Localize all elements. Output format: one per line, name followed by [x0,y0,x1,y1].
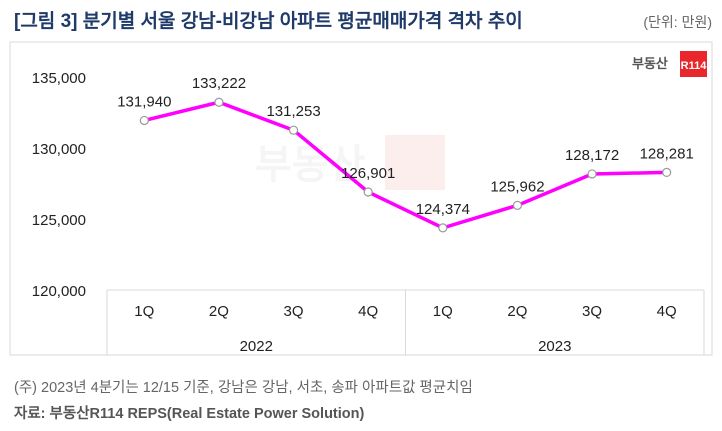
data-point [288,125,299,135]
x-tick-label: 1Q [433,303,453,320]
chart-title: [그림 3] 분기별 서울 강남-비강남 아파트 평균매매가격 격차 추이 [14,11,523,32]
x-tick-label: 2Q [209,303,229,320]
data-point [363,187,373,197]
y-tick-label: 135,000 [32,70,86,87]
y-tick-label: 125,000 [32,212,86,229]
x-tick-label: 3Q [284,303,304,320]
data-point [512,200,523,210]
footnote: (주) 2023년 4분기는 12/15 기준, 강남은 강남, 서초, 송파 … [14,380,473,396]
logo: 부동산 R114 [632,51,707,77]
x-tick-label: 1Q [134,303,154,320]
chart-frame [9,41,713,356]
logo-text: 부동산 [632,56,668,72]
y-tick-label: 130,000 [32,141,86,158]
data-point [587,169,597,179]
data-label: 126,901 [341,165,395,182]
x-tick-label: 4Q [358,303,378,320]
data-label: 125,962 [490,178,544,195]
data-label: 131,940 [117,93,171,110]
group-label: 2022 [240,338,273,355]
data-point [438,223,448,233]
data-point [139,115,149,126]
x-tick-label: 2Q [507,303,527,320]
source: 자료: 부동산R114 REPS(Real Estate Power Solut… [14,406,365,422]
data-label: 131,253 [266,103,320,120]
y-tick-label: 120,000 [32,283,86,300]
unit-label: (단위: 만원) [643,14,712,30]
svg-text:부동산: 부동산 [255,142,366,188]
watermark: 부동산 [255,135,445,190]
data-label: 128,281 [640,145,694,162]
logo-badge [680,51,707,77]
x-tick-label: 4Q [657,303,677,320]
data-label: 133,222 [192,75,246,92]
data-point [662,167,672,178]
data-label: 124,374 [416,201,470,218]
group-label: 2023 [538,338,571,355]
x-tick-label: 3Q [582,303,602,320]
logo-badge-text: R114 [681,60,708,72]
data-point [214,97,224,107]
data-label: 128,172 [565,147,619,164]
series-line [143,100,667,230]
